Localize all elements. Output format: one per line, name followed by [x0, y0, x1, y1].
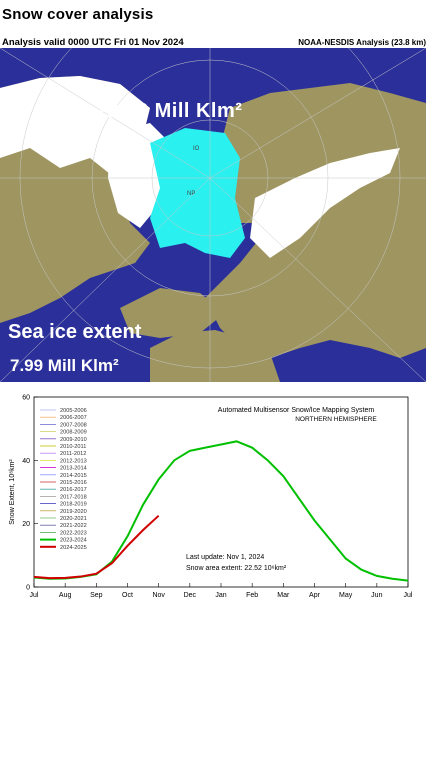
- x-tick-label: Oct: [122, 592, 133, 599]
- legend-entry: 2022-2023: [60, 530, 87, 536]
- legend-entry: 2015-2016: [60, 480, 87, 486]
- y-tick-label: 20: [22, 521, 30, 528]
- legend-entry: 2009-2010: [60, 437, 87, 443]
- page-title: Snow cover analysis: [2, 6, 154, 23]
- chart-series: [33, 440, 409, 582]
- x-tick-label: May: [339, 592, 353, 599]
- legend-entry: 2019-2020: [60, 509, 87, 515]
- snow-total-value: 22.52 Mill Klm²: [96, 100, 243, 122]
- x-tick-label: Aug: [59, 592, 72, 599]
- sea-ice-label: Sea ice extent: [8, 321, 142, 343]
- legend-entry: 2006-2007: [60, 415, 87, 421]
- x-tick-label: Jun: [371, 592, 382, 599]
- x-tick-label: Jul: [404, 592, 413, 599]
- legend-entry: 2014-2015: [60, 473, 87, 479]
- x-tick-label: Sep: [90, 592, 103, 599]
- x-tick-label: Dec: [184, 592, 197, 599]
- x-ticks: Jul Aug Sep Oct Nov Dec Jan Feb Mar Apr May Jun Jul: [30, 583, 413, 599]
- y-tick-label: 40: [22, 458, 30, 465]
- legend-entry: 2013-2014: [60, 466, 87, 472]
- chart-svg: 0 20 40 60 Jul Aug Sep Oct Nov Dec Jan Feb Mar Apr Ma…: [9, 395, 413, 600]
- snow-area-annotation: Snow area extent: 22.52 10⁶km²: [186, 565, 287, 572]
- sea-ice-value: 7.99 Mill Klm²: [10, 356, 119, 375]
- legend-entry: 2023-2024: [60, 538, 87, 544]
- legend-entry: 2010-2011: [60, 444, 86, 450]
- legend-entry: 2020-2021: [60, 516, 87, 522]
- map-graphic: IO NP: [0, 48, 426, 382]
- legend-entry: 2024-2025: [60, 545, 87, 551]
- legend-entry: 2005-2006: [60, 408, 87, 414]
- y-tick-label: 60: [22, 395, 30, 402]
- series-line-2024-2025: [33, 514, 160, 580]
- x-tick-label: Feb: [246, 592, 258, 599]
- last-update-annotation: Last update: Nov 1, 2024: [186, 554, 264, 561]
- legend-entry: 2021-2022: [60, 523, 87, 529]
- x-tick-label: Mar: [277, 592, 290, 599]
- snow-extent-chart: 0 20 40 60 Jul Aug Sep Oct Nov Dec Jan Feb Mar Apr Ma…: [0, 389, 426, 601]
- map-label-np: NP: [187, 191, 195, 197]
- legend-entry: 2018-2019: [60, 502, 87, 508]
- chart-title: Automated Multisensor Snow/Ice Mapping S…: [218, 407, 375, 414]
- x-tick-label: Nov: [152, 592, 165, 599]
- y-tick-label: 0: [26, 585, 30, 592]
- analysis-valid-text: Analysis valid 0000 UTC Fri 01 Nov 2024: [2, 37, 184, 48]
- y-ticks: 0 20 40 60: [22, 395, 38, 592]
- snow-ice-map: IO NP 22.52 Mill Klm² Sea ice extent 7.9…: [0, 48, 426, 382]
- noaa-credit: NOAA-NESDIS Analysis (23.8 km): [298, 38, 426, 47]
- legend-entry: 2011-2012: [60, 451, 86, 457]
- legend-entry: 2007-2008: [60, 422, 87, 428]
- legend-entry: 2008-2009: [60, 430, 87, 436]
- legend-entry: 2012-2013: [60, 458, 87, 464]
- y-axis-label: Snow Extent, 10⁶km²: [9, 459, 16, 525]
- chart-subtitle: NORTHERN HEMISPHERE: [295, 416, 377, 423]
- x-tick-label: Jul: [30, 592, 39, 599]
- map-label-io: IO: [193, 146, 200, 152]
- x-tick-label: Apr: [309, 592, 321, 599]
- legend-entry: 2016-2017: [60, 487, 87, 493]
- legend-entry: 2017-2018: [60, 494, 87, 500]
- x-tick-label: Jan: [215, 592, 226, 599]
